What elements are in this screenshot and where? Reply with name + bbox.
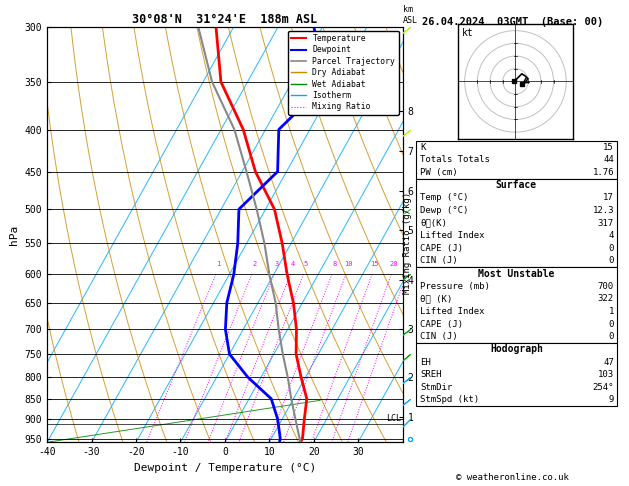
Text: 44: 44 — [603, 156, 614, 164]
Text: Surface: Surface — [496, 180, 537, 190]
Text: StmSpd (kt): StmSpd (kt) — [420, 396, 479, 404]
Text: CAPE (J): CAPE (J) — [420, 320, 463, 329]
Text: 0: 0 — [608, 257, 614, 265]
Text: 0: 0 — [608, 244, 614, 253]
Text: 17: 17 — [603, 193, 614, 202]
Text: 1.76: 1.76 — [593, 168, 614, 177]
Text: 10: 10 — [344, 261, 352, 267]
Text: 317: 317 — [598, 219, 614, 227]
Text: PW (cm): PW (cm) — [420, 168, 458, 177]
Text: 1: 1 — [608, 307, 614, 316]
Text: 15: 15 — [370, 261, 379, 267]
Text: Most Unstable: Most Unstable — [478, 269, 555, 278]
Text: θᴇ (K): θᴇ (K) — [420, 295, 452, 303]
Y-axis label: hPa: hPa — [9, 225, 19, 244]
Text: 47: 47 — [603, 358, 614, 366]
Text: 103: 103 — [598, 370, 614, 379]
Text: Totals Totals: Totals Totals — [420, 156, 490, 164]
Text: 3: 3 — [274, 261, 279, 267]
Text: θᴇ(K): θᴇ(K) — [420, 219, 447, 227]
Text: CIN (J): CIN (J) — [420, 332, 458, 341]
X-axis label: Dewpoint / Temperature (°C): Dewpoint / Temperature (°C) — [134, 463, 316, 473]
Text: StmDir: StmDir — [420, 383, 452, 392]
Text: 4: 4 — [608, 231, 614, 240]
Text: LCL: LCL — [386, 414, 401, 423]
Text: 0: 0 — [608, 320, 614, 329]
Text: 254°: 254° — [593, 383, 614, 392]
Text: SREH: SREH — [420, 370, 442, 379]
Text: 15: 15 — [603, 143, 614, 152]
Text: 12.3: 12.3 — [593, 206, 614, 215]
Text: EH: EH — [420, 358, 431, 366]
Text: CAPE (J): CAPE (J) — [420, 244, 463, 253]
Text: Dewp (°C): Dewp (°C) — [420, 206, 469, 215]
Text: Mixing Ratio (g/kg): Mixing Ratio (g/kg) — [403, 192, 412, 294]
Text: 0: 0 — [608, 332, 614, 341]
Text: © weatheronline.co.uk: © weatheronline.co.uk — [456, 473, 569, 482]
Title: 30°08'N  31°24'E  188m ASL: 30°08'N 31°24'E 188m ASL — [132, 13, 318, 26]
Text: 322: 322 — [598, 295, 614, 303]
Text: Lifted Index: Lifted Index — [420, 307, 485, 316]
Text: Hodograph: Hodograph — [490, 345, 543, 354]
Text: 2: 2 — [252, 261, 257, 267]
Text: 4: 4 — [291, 261, 295, 267]
Text: 26.04.2024  03GMT  (Base: 00): 26.04.2024 03GMT (Base: 00) — [422, 17, 603, 27]
Text: Pressure (mb): Pressure (mb) — [420, 282, 490, 291]
Text: 1: 1 — [216, 261, 220, 267]
Text: 9: 9 — [608, 396, 614, 404]
Text: CIN (J): CIN (J) — [420, 257, 458, 265]
Text: km
ASL: km ASL — [403, 5, 418, 25]
Text: 20: 20 — [389, 261, 398, 267]
Text: 5: 5 — [304, 261, 308, 267]
Text: Lifted Index: Lifted Index — [420, 231, 485, 240]
Legend: Temperature, Dewpoint, Parcel Trajectory, Dry Adiabat, Wet Adiabat, Isotherm, Mi: Temperature, Dewpoint, Parcel Trajectory… — [288, 31, 399, 115]
Text: 8: 8 — [332, 261, 337, 267]
Text: K: K — [420, 143, 426, 152]
Text: kt: kt — [462, 28, 474, 38]
Text: 700: 700 — [598, 282, 614, 291]
Text: Temp (°C): Temp (°C) — [420, 193, 469, 202]
